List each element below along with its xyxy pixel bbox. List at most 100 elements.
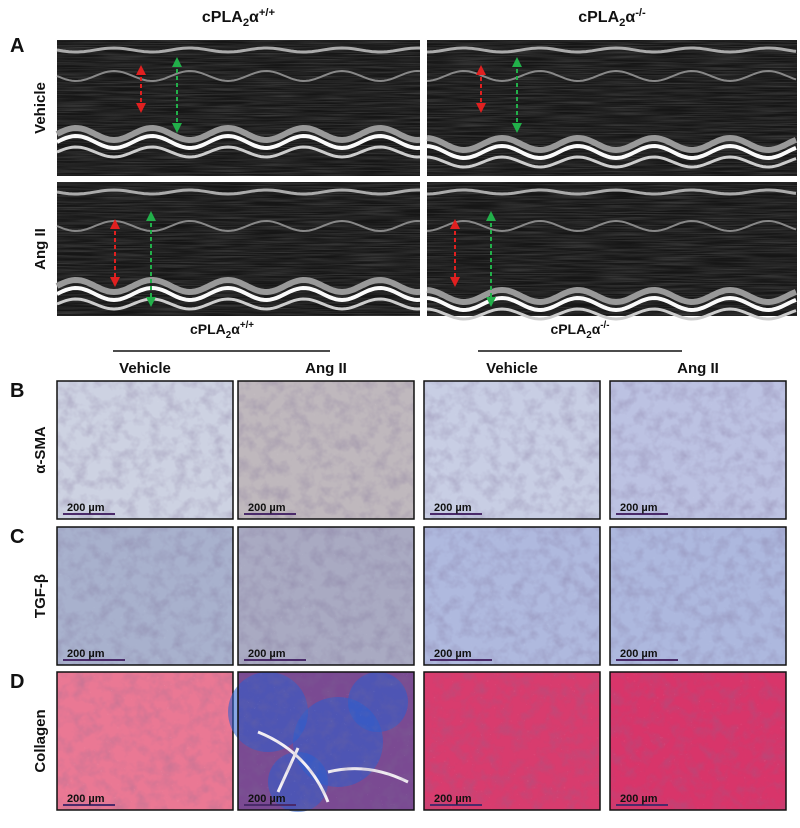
- micrograph: 200 µm: [56, 671, 234, 811]
- frame: [56, 380, 234, 520]
- gene-name: cPLA: [202, 9, 243, 26]
- subscript: 2: [226, 330, 232, 341]
- tissue-texture: [610, 527, 786, 665]
- echo-line: [56, 188, 420, 196]
- superscript: +/+: [259, 7, 276, 19]
- superscript: -/-: [635, 7, 646, 19]
- tissue-texture: [238, 381, 414, 519]
- panel-letter: B: [10, 380, 24, 402]
- row-label: Vehicle: [32, 82, 49, 134]
- echo-wall: [56, 285, 421, 303]
- micrograph: 200 µm: [609, 380, 787, 520]
- echo-wall: [426, 307, 797, 321]
- genotype-label: cPLA2α-/-: [550, 320, 609, 341]
- micrograph: 200 µm: [423, 671, 601, 811]
- scale-label: 200 µm: [248, 502, 286, 514]
- frame: [237, 526, 415, 666]
- echo-image: [55, 182, 421, 316]
- scale-label: 200 µm: [434, 502, 472, 514]
- scale-label: 200 µm: [67, 793, 105, 805]
- echo-wall: [56, 297, 421, 311]
- gene-name: cPLA: [190, 321, 226, 337]
- frame: [237, 380, 415, 520]
- tissue-texture: [424, 381, 600, 519]
- frame: [56, 671, 234, 811]
- frame: [609, 380, 787, 520]
- scale-label: 200 µm: [434, 793, 472, 805]
- frame: [609, 671, 787, 811]
- scale-label: 200 µm: [620, 502, 658, 514]
- tissue-texture: [610, 381, 786, 519]
- row-label: Collagen: [32, 709, 49, 772]
- column-label: Ang II: [305, 360, 347, 377]
- micrograph: 200 µm: [237, 380, 415, 520]
- scale-label: 200 µm: [620, 793, 658, 805]
- tissue-texture: [424, 672, 600, 810]
- echo-wall: [55, 276, 421, 296]
- scale-label: 200 µm: [67, 648, 105, 660]
- greek: α: [625, 9, 635, 26]
- echo-noise: [57, 182, 420, 316]
- subscript: 2: [586, 330, 592, 341]
- row-label: Ang II: [32, 228, 49, 270]
- tissue-texture: [57, 672, 233, 810]
- column-label: Vehicle: [119, 360, 171, 377]
- row-label: α-SMA: [32, 426, 49, 474]
- tissue-texture: [238, 527, 414, 665]
- genotype-label: cPLA2α+/+: [190, 320, 254, 341]
- micrograph: 200 µm: [423, 526, 601, 666]
- echo-wall: [56, 145, 421, 159]
- greek: α: [231, 321, 240, 337]
- column-label: Vehicle: [486, 360, 538, 377]
- echo-wall: [426, 143, 797, 161]
- tissue-texture: [57, 381, 233, 519]
- micrograph: 200 µm: [56, 526, 234, 666]
- echo-line: [56, 46, 420, 54]
- tissue-texture: [610, 672, 786, 810]
- echo-line: [56, 69, 421, 83]
- frame: [423, 671, 601, 811]
- gene-name: cPLA: [550, 321, 586, 337]
- superscript: -/-: [600, 320, 609, 331]
- tissue-texture: [57, 527, 233, 665]
- panel-letter: C: [10, 526, 24, 548]
- gene-name: cPLA: [578, 9, 619, 26]
- micrograph: 200 µm: [609, 526, 787, 666]
- frame: [423, 526, 601, 666]
- echo-image: [55, 40, 421, 176]
- micrograph: 200 µm: [228, 671, 415, 812]
- echo-line: [426, 46, 797, 54]
- panel-letter: A: [10, 35, 24, 57]
- echo-wall: [56, 133, 421, 151]
- micrograph: 200 µm: [609, 671, 787, 811]
- echo-noise: [427, 40, 797, 176]
- superscript: +/+: [240, 320, 254, 331]
- tissue-texture: [238, 672, 414, 810]
- echo-wall: [426, 155, 797, 169]
- subscript: 2: [243, 17, 249, 29]
- micrograph: 200 µm: [56, 380, 234, 520]
- frame: [423, 380, 601, 520]
- subscript: 2: [619, 17, 625, 29]
- micrograph: 200 µm: [423, 380, 601, 520]
- echo-wall: [55, 124, 421, 144]
- frame: [237, 671, 415, 811]
- scale-label: 200 µm: [434, 648, 472, 660]
- scale-label: 200 µm: [67, 502, 105, 514]
- echo-line: [426, 69, 797, 83]
- frame: [609, 526, 787, 666]
- echo-line: [426, 188, 797, 196]
- echo-image: [426, 40, 798, 176]
- frame: [56, 526, 234, 666]
- genotype-label: cPLA2α-/-: [578, 7, 646, 29]
- scale-label: 200 µm: [248, 648, 286, 660]
- genotype-label: cPLA2α+/+: [202, 7, 276, 29]
- micrograph: 200 µm: [237, 526, 415, 666]
- greek: α: [592, 321, 601, 337]
- panel-letter: D: [10, 671, 24, 693]
- tissue-texture: [424, 527, 600, 665]
- echo-image: [426, 182, 798, 321]
- column-label: Ang II: [677, 360, 719, 377]
- echo-wall: [426, 134, 798, 154]
